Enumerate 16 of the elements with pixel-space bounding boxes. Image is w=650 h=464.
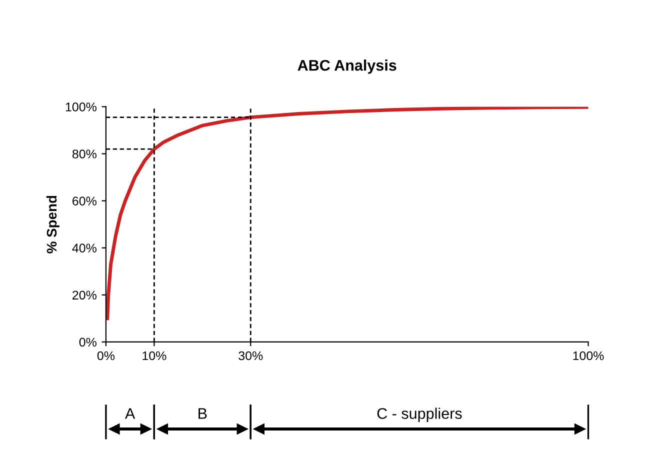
y-tick-label: 60% [72,196,96,206]
text: A [125,408,136,419]
y-tick-label: 0% [79,338,96,347]
text: B [198,408,207,419]
y-axis-title: % Spend [46,196,60,254]
y-tick-label: 40% [72,244,96,253]
y-tick-label: 100% [66,102,96,112]
y-tick-label: 80% [72,150,96,158]
y-tick-label: 20% [72,290,96,300]
x-tick-label: 0% [97,351,115,360]
line-series [106,106,588,320]
x-tick-label: 100% [573,351,604,360]
x-tick-label: 30% [238,351,263,360]
text: C - suppliers [377,408,462,422]
chart-title: ABC Analysis [298,60,396,74]
x-tick-label: 10% [142,351,166,360]
